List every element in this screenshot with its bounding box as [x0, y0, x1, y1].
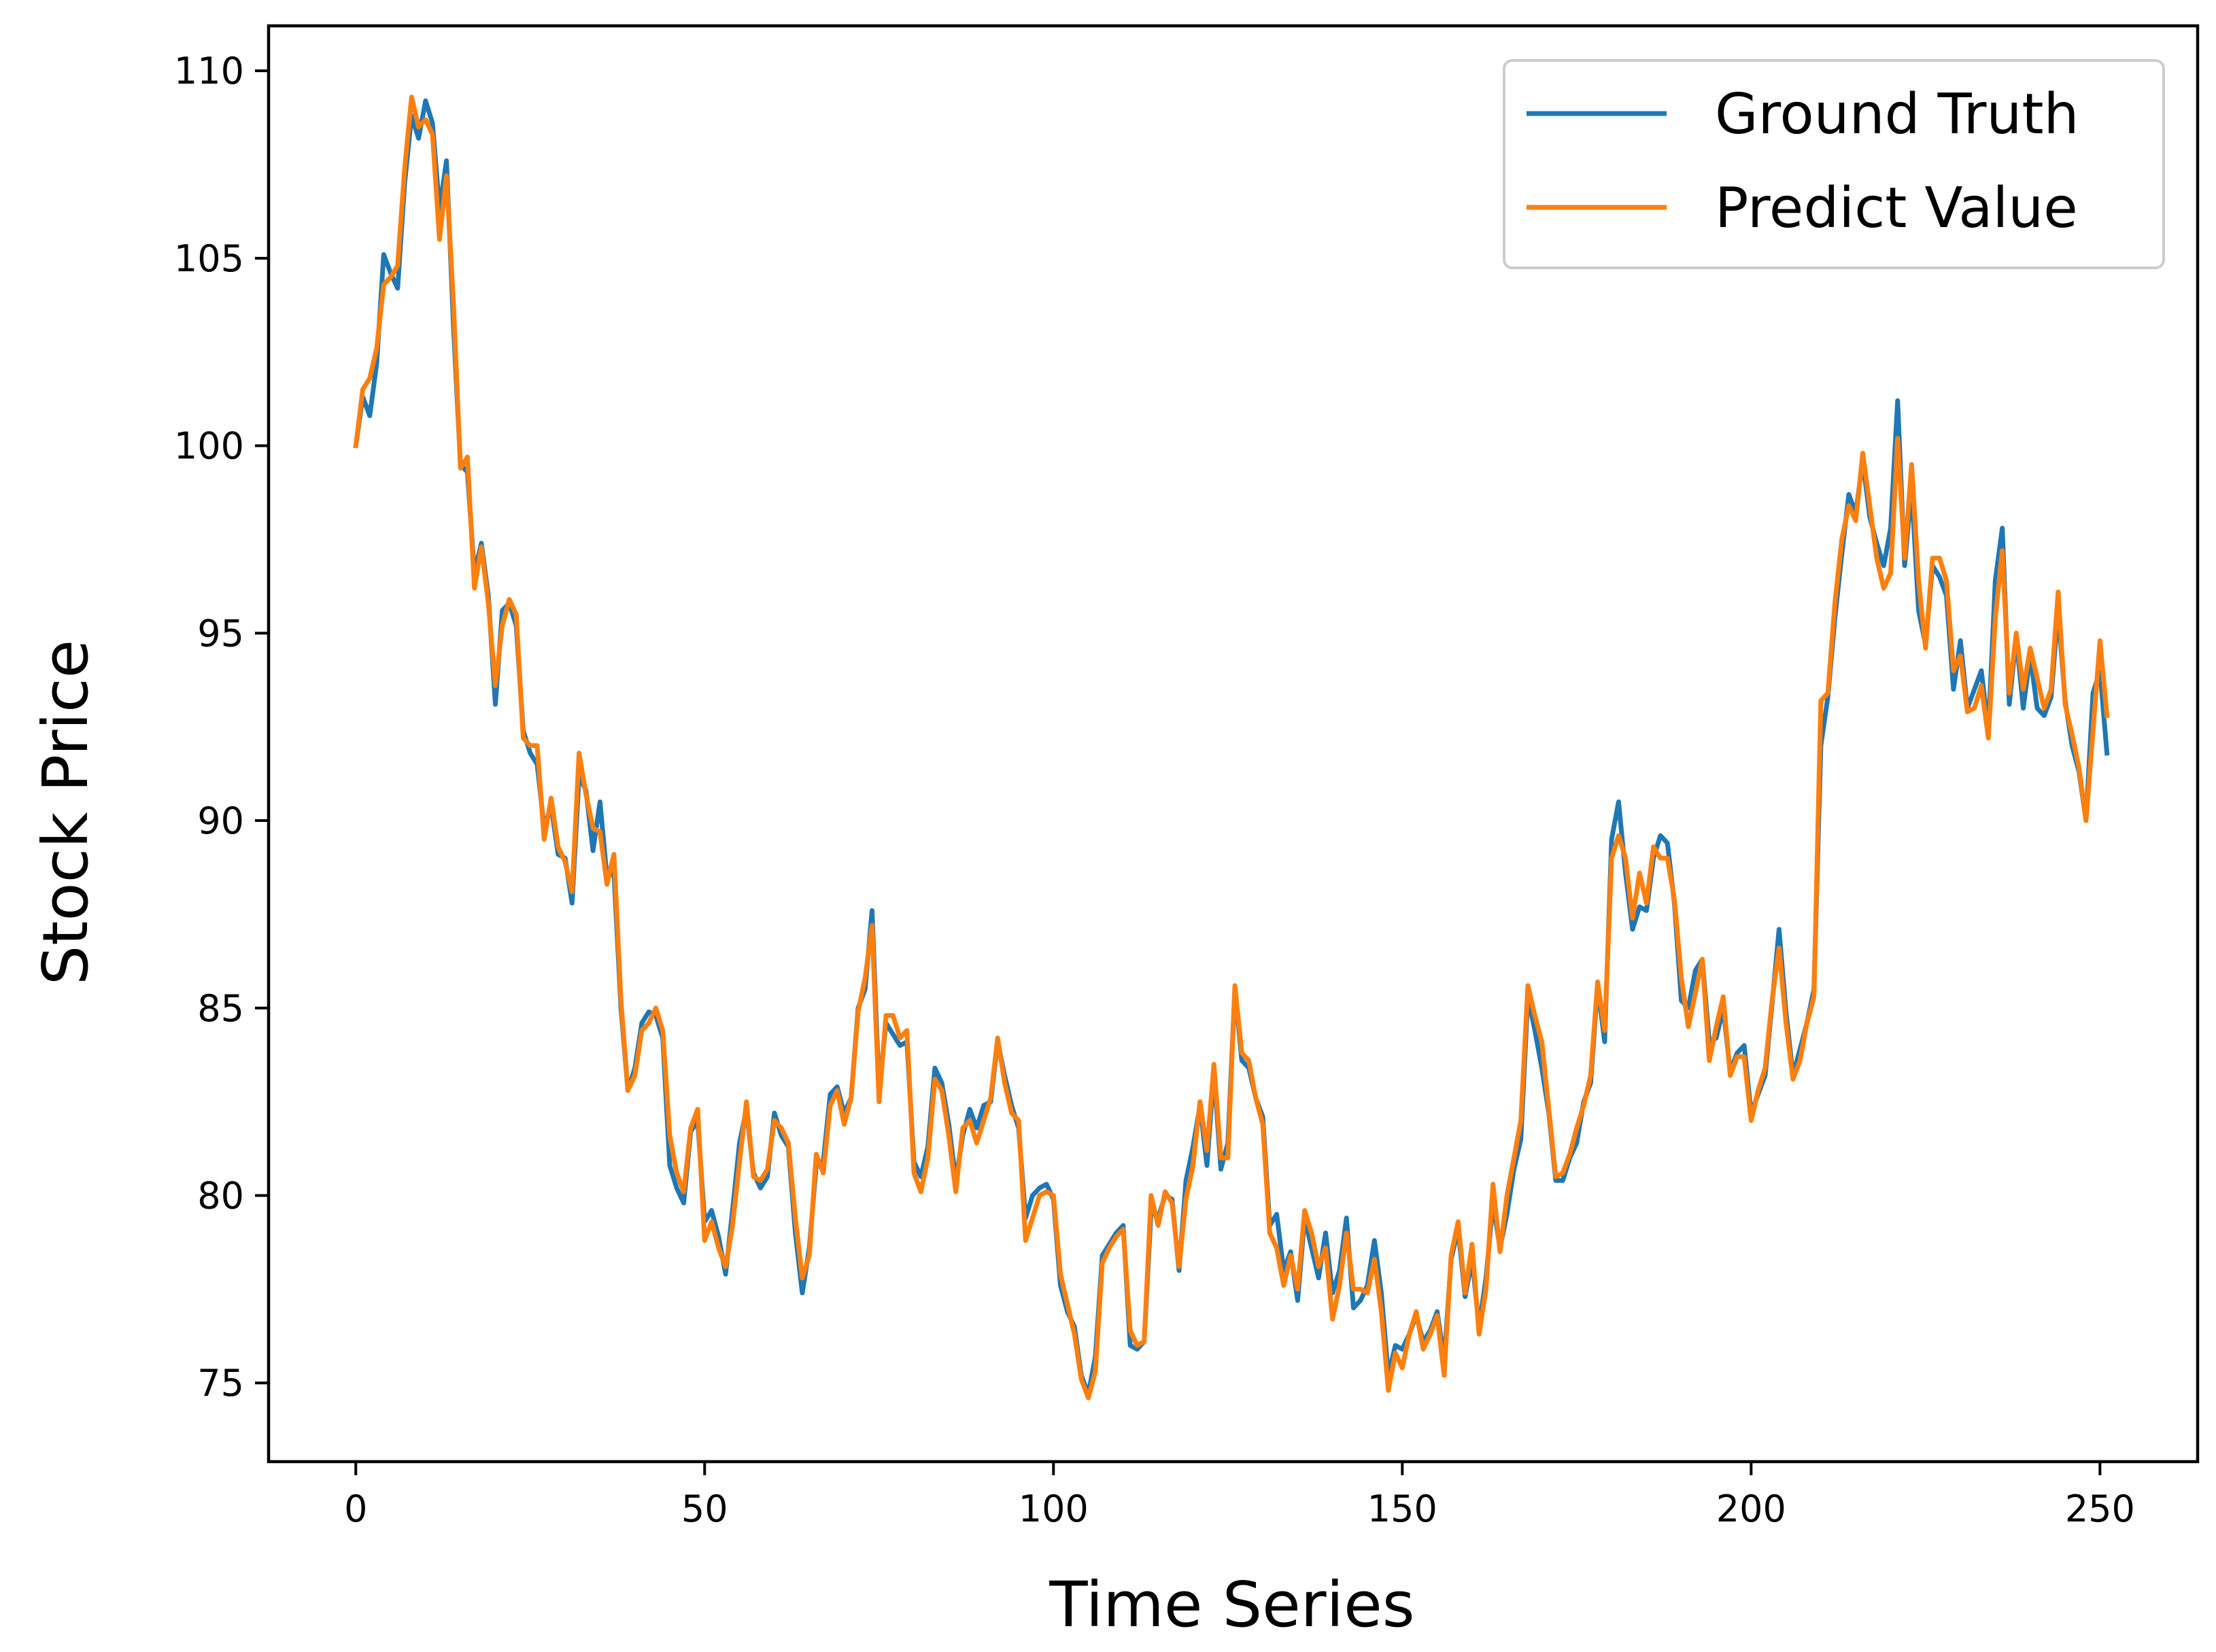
y-tick-label: 110 — [174, 50, 244, 92]
legend-label-ground-truth: Ground Truth — [1715, 82, 2079, 147]
x-tick-label: 50 — [681, 1487, 728, 1530]
y-tick-label: 85 — [197, 987, 244, 1030]
legend-box — [1503, 59, 2165, 269]
y-tick-label: 75 — [197, 1362, 244, 1405]
y-axis: 75 80 85 90 95 100 105 110 — [174, 50, 269, 1405]
legend: Ground Truth Predict Value — [1503, 59, 2165, 269]
x-tick-label: 0 — [344, 1487, 367, 1530]
y-tick-label: 80 — [197, 1174, 244, 1217]
x-tick-label: 200 — [1716, 1487, 1786, 1530]
y-tick-label: 105 — [174, 237, 244, 280]
plot-area-frame — [267, 24, 2200, 1464]
y-tick-label: 95 — [197, 612, 244, 655]
x-tick-label: 100 — [1019, 1487, 1089, 1530]
x-axis-label: Time Series — [1049, 1568, 1414, 1641]
y-axis-label: Stock Price — [29, 640, 102, 985]
series-layer — [353, 94, 2110, 1400]
legend-label-predict-value: Predict Value — [1715, 176, 2078, 241]
x-tick-label: 250 — [2065, 1487, 2135, 1530]
series-line-predict-value — [353, 94, 2110, 1400]
x-tick-label: 150 — [1367, 1487, 1437, 1530]
y-tick-label: 100 — [174, 425, 244, 468]
y-tick-label: 90 — [197, 799, 244, 842]
x-axis: 0 50 100 150 200 250 — [344, 1462, 2135, 1530]
